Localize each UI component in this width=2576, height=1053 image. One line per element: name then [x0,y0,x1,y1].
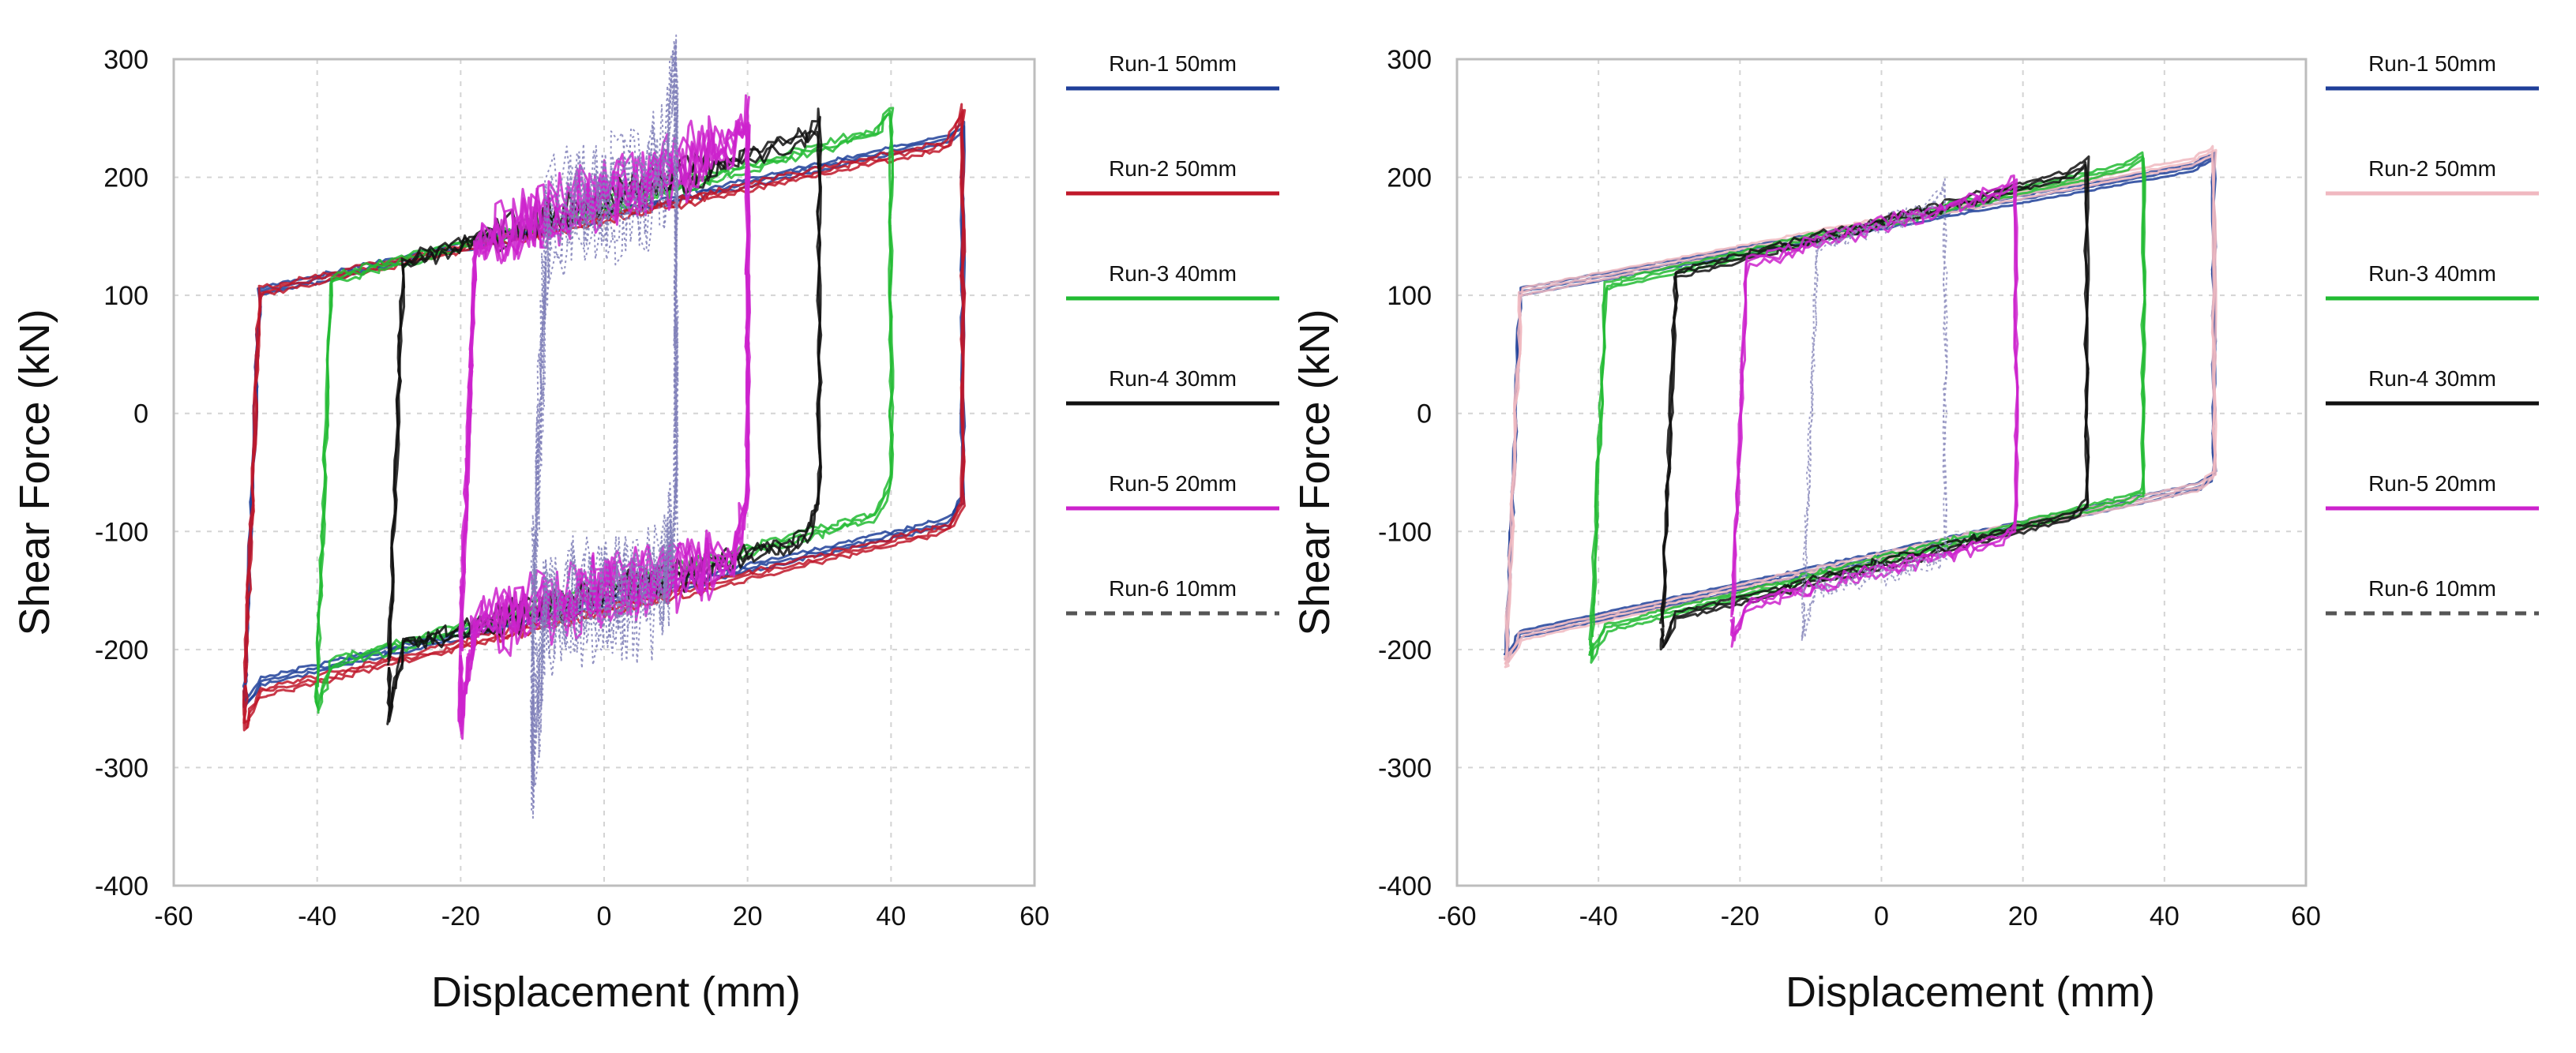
legend-label: Run-5 20mm [1109,471,1237,496]
chart-panel-left: -60 -40 -20 0 20 40 603002001000-100-200-300-4… [11,34,1279,1016]
legend-label: Run-2 50mm [2368,156,2496,181]
x-tick-label: 0 [1874,901,1889,931]
y-tick-label: -100 [1378,517,1432,547]
series-line-run-1-50mm [1503,151,2217,656]
plot-frame [1455,58,2308,887]
y-tick-label: -400 [95,871,148,901]
y-tick-label: -300 [95,753,148,783]
legend-label: Run-1 50mm [1109,51,1237,76]
series-line-run-6-10mm [531,41,679,819]
x-tick-label: 20 [2008,901,2038,931]
x-axis-title: Displacement (mm) [431,969,801,1016]
x-axis-title: Displacement (mm) [1786,969,2155,1016]
series-line-run-5-20mm [457,94,751,722]
y-tick-label: -400 [1378,871,1432,901]
x-tick-label: 20 [733,901,763,931]
x-tick-label: -20 [441,901,480,931]
legend-label: Run-3 40mm [1109,261,1237,286]
legend-label: Run-6 10mm [2368,576,2496,601]
x-tick-label: 60 [2291,901,2321,931]
y-tick-label: -200 [95,635,148,665]
legend-label: Run-5 20mm [2368,471,2496,496]
x-tick-label: 40 [876,901,906,931]
plot-frame [172,58,1036,887]
y-tick-label: -200 [1378,635,1432,665]
y-tick-label: -100 [95,517,148,547]
y-axis-title: Shear Force (kN) [11,309,58,635]
y-tick-label: 0 [133,399,148,429]
legend-label: Run-4 30mm [2368,366,2496,391]
x-tick-label: -40 [1579,901,1618,931]
y-axis-title: Shear Force (kN) [1291,309,1339,635]
series-line-run-6-10mm [529,39,679,790]
series-line-run-5-20mm [1729,178,2019,642]
y-tick-label: -300 [1378,753,1432,783]
y-tick-label: 300 [1387,45,1432,75]
x-tick-label: 0 [597,901,612,931]
series-line-run-2-50mm [1504,144,2217,662]
series-line-run-6-10mm [1801,187,1948,639]
x-tick-label: -60 [1437,901,1476,931]
legend-label: Run-3 40mm [2368,261,2496,286]
legend-label: Run-6 10mm [1109,576,1237,601]
x-tick-label: 40 [2150,901,2180,931]
y-tick-label: 0 [1417,399,1432,429]
legend-label: Run-2 50mm [1109,156,1237,181]
y-tick-label: 200 [103,163,148,193]
x-tick-label: -40 [298,901,336,931]
series-line-run-4-30mm [1658,155,2090,645]
series-line-run-3-40mm [1588,151,2147,656]
legend-label: Run-1 50mm [2368,51,2496,76]
y-tick-label: 200 [1387,163,1432,193]
series-line-run-5-20mm [1730,174,2019,635]
legend-label: Run-4 30mm [1109,366,1237,391]
y-tick-label: 300 [103,45,148,75]
y-tick-label: 100 [103,281,148,311]
y-tick-label: 100 [1387,281,1432,311]
series-line-run-6-10mm [1801,181,1948,639]
series-line-run-6-10mm [1801,177,1948,643]
x-tick-label: -60 [154,901,193,931]
x-tick-label: -20 [1721,901,1759,931]
chart-panel-right: -60 -40 -20 0 20 40 603002001000-100-200-300-4… [1291,45,2539,1016]
x-tick-label: 60 [1020,901,1050,931]
